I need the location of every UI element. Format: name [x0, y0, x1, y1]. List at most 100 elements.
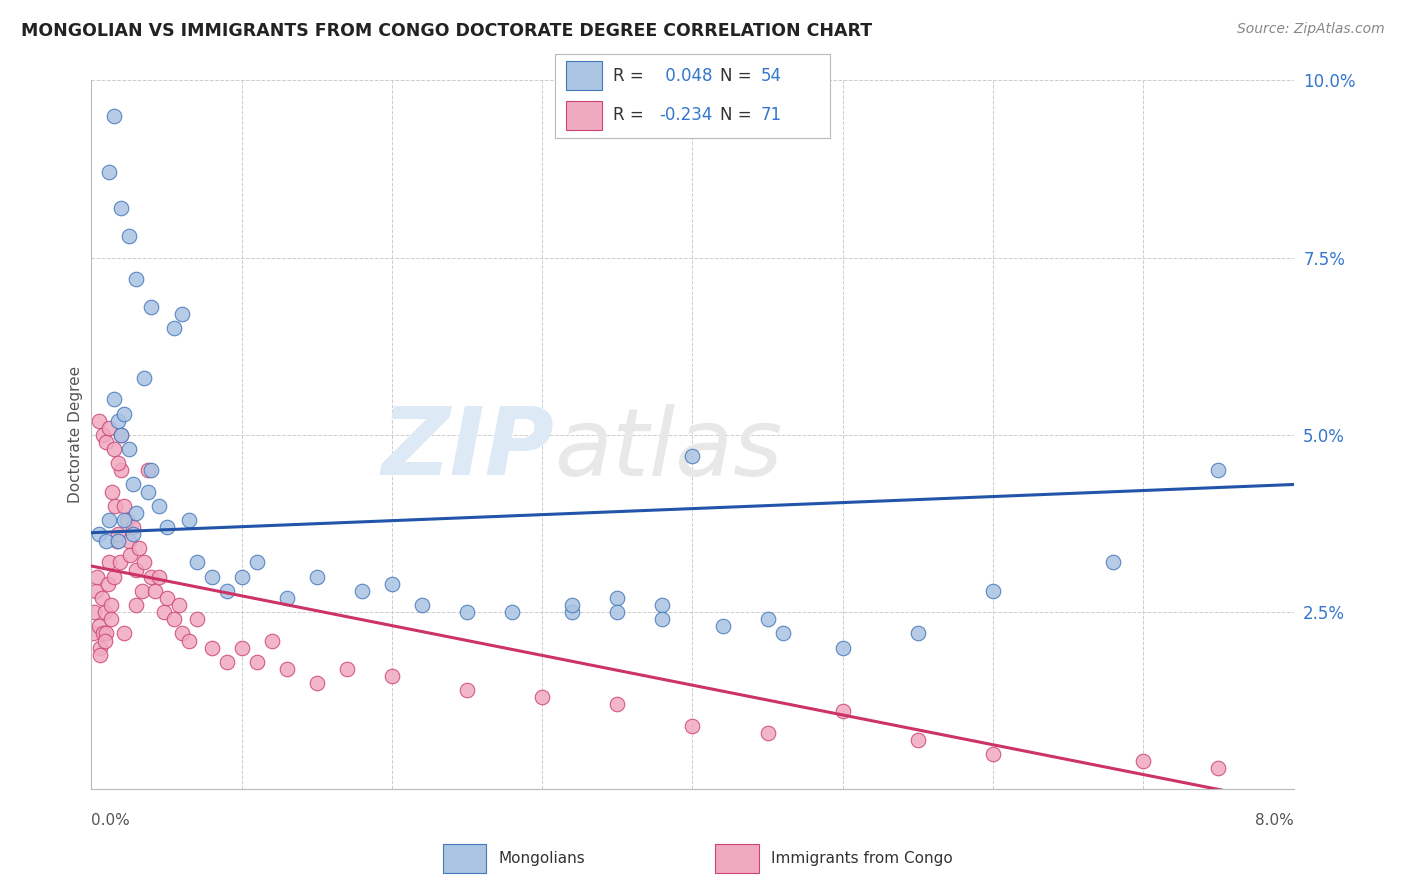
Point: [125, 563, 148, 577]
Point: [87, 414, 110, 428]
Point: [94, 605, 117, 619]
Text: 8.0%: 8.0%: [1254, 814, 1294, 828]
Point: [100, 598, 122, 612]
Point: [711, 619, 734, 633]
Point: [981, 583, 1004, 598]
Point: [501, 605, 523, 619]
Point: [215, 655, 238, 669]
Point: [907, 626, 929, 640]
Point: [606, 591, 628, 605]
Point: [170, 307, 193, 321]
Text: Mongolians: Mongolians: [499, 851, 585, 866]
Point: [101, 484, 124, 499]
Point: [93, 428, 115, 442]
Point: [97, 576, 120, 591]
Point: [756, 612, 779, 626]
Text: R =: R =: [613, 106, 644, 124]
Y-axis label: Doctorate Degree: Doctorate Degree: [67, 367, 83, 503]
Point: [118, 442, 141, 456]
Point: [231, 640, 253, 655]
Point: [104, 499, 127, 513]
Point: [260, 633, 283, 648]
Point: [89, 640, 111, 655]
Point: [561, 598, 583, 612]
Point: [107, 527, 129, 541]
Point: [98, 421, 121, 435]
Point: [456, 605, 478, 619]
Point: [138, 463, 160, 477]
Point: [155, 520, 177, 534]
Point: [103, 442, 125, 456]
Text: N =: N =: [720, 67, 751, 85]
Point: [456, 683, 478, 698]
Point: [1102, 556, 1125, 570]
Point: [141, 463, 163, 477]
Bar: [716, 844, 759, 873]
Text: N =: N =: [720, 106, 751, 124]
Text: ZIP: ZIP: [381, 403, 554, 495]
Point: [350, 583, 373, 598]
Text: 0.048: 0.048: [659, 67, 711, 85]
Point: [96, 534, 118, 549]
Point: [110, 201, 132, 215]
Point: [201, 570, 224, 584]
Point: [305, 676, 328, 690]
Text: R =: R =: [613, 67, 644, 85]
Point: [114, 513, 136, 527]
Point: [118, 534, 141, 549]
Point: [155, 591, 177, 605]
Point: [831, 705, 853, 719]
Point: [186, 612, 208, 626]
Text: Immigrants from Congo: Immigrants from Congo: [770, 851, 953, 866]
Point: [143, 583, 166, 598]
Point: [114, 499, 136, 513]
Point: [96, 626, 118, 640]
Point: [141, 570, 163, 584]
Point: [128, 541, 150, 556]
Point: [114, 407, 136, 421]
Point: [246, 655, 269, 669]
Point: [82, 626, 104, 640]
Point: [125, 598, 148, 612]
Point: [125, 506, 148, 520]
Point: [98, 513, 121, 527]
Text: -0.234: -0.234: [659, 106, 713, 124]
Point: [120, 549, 142, 563]
Point: [163, 612, 186, 626]
Bar: [567, 101, 602, 130]
Point: [103, 570, 125, 584]
Bar: [443, 844, 486, 873]
Point: [336, 662, 359, 676]
Point: [1132, 754, 1154, 768]
Text: MONGOLIAN VS IMMIGRANTS FROM CONGO DOCTORATE DEGREE CORRELATION CHART: MONGOLIAN VS IMMIGRANTS FROM CONGO DOCTO…: [21, 22, 872, 40]
Point: [132, 371, 155, 385]
Point: [138, 484, 160, 499]
Point: [201, 640, 224, 655]
Point: [681, 449, 703, 463]
Point: [118, 229, 141, 244]
Point: [305, 570, 328, 584]
Point: [108, 556, 131, 570]
Point: [114, 626, 136, 640]
Point: [86, 570, 108, 584]
Point: [103, 392, 125, 407]
Point: [170, 626, 193, 640]
Text: Source: ZipAtlas.com: Source: ZipAtlas.com: [1237, 22, 1385, 37]
Point: [276, 591, 298, 605]
Point: [246, 556, 269, 570]
Bar: [567, 62, 602, 90]
Point: [110, 428, 132, 442]
Point: [107, 414, 129, 428]
Point: [167, 598, 190, 612]
Point: [110, 463, 132, 477]
Point: [122, 520, 145, 534]
Point: [606, 605, 628, 619]
Point: [531, 690, 554, 705]
Point: [907, 732, 929, 747]
Point: [381, 669, 404, 683]
Point: [561, 605, 583, 619]
Point: [981, 747, 1004, 761]
Point: [606, 698, 628, 712]
Point: [122, 477, 145, 491]
Point: [651, 612, 673, 626]
